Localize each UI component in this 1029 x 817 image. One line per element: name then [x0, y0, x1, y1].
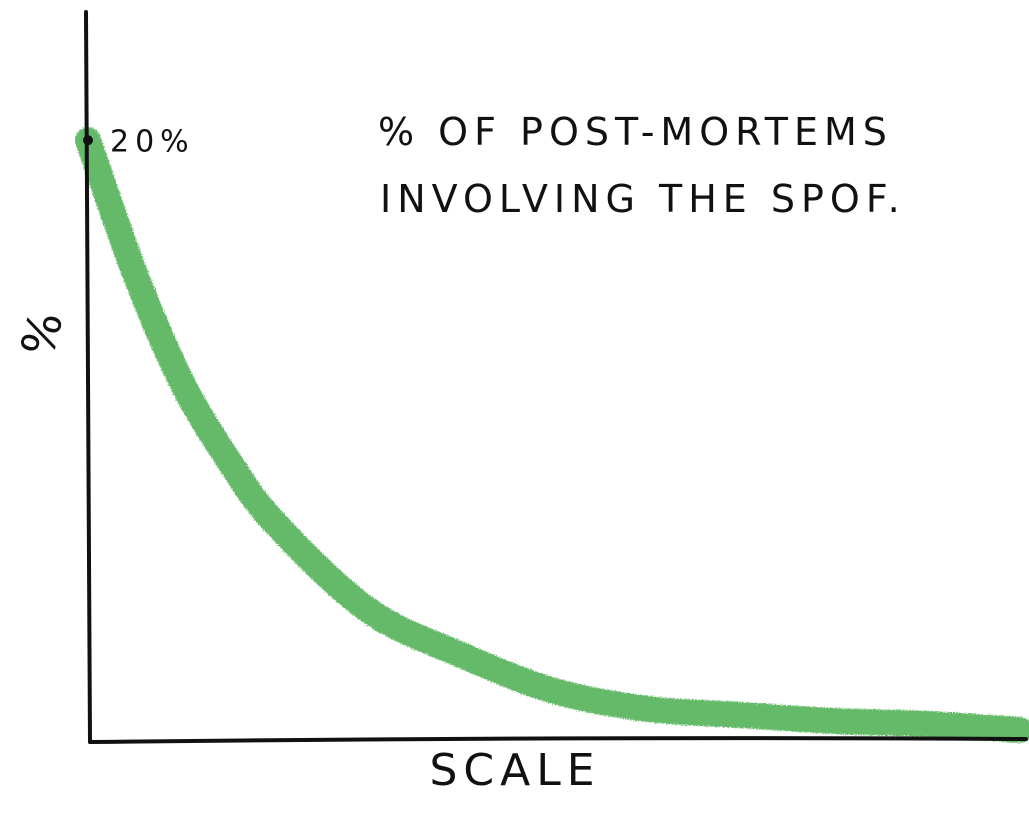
- series-layer: [75, 127, 1029, 743]
- chart-title: % OF POST-MORTEMS: [378, 110, 893, 154]
- y-axis: [84, 10, 92, 744]
- x-axis: [88, 736, 1028, 744]
- peak-marker: [83, 135, 93, 146]
- peak-label: 20%: [110, 124, 195, 159]
- chart-subtitle: INVOLVING THE SPOF.: [380, 177, 906, 221]
- x-axis-label: SCALE: [429, 745, 600, 796]
- y-axis-label: %: [10, 300, 75, 362]
- series-line-0: [75, 127, 1029, 743]
